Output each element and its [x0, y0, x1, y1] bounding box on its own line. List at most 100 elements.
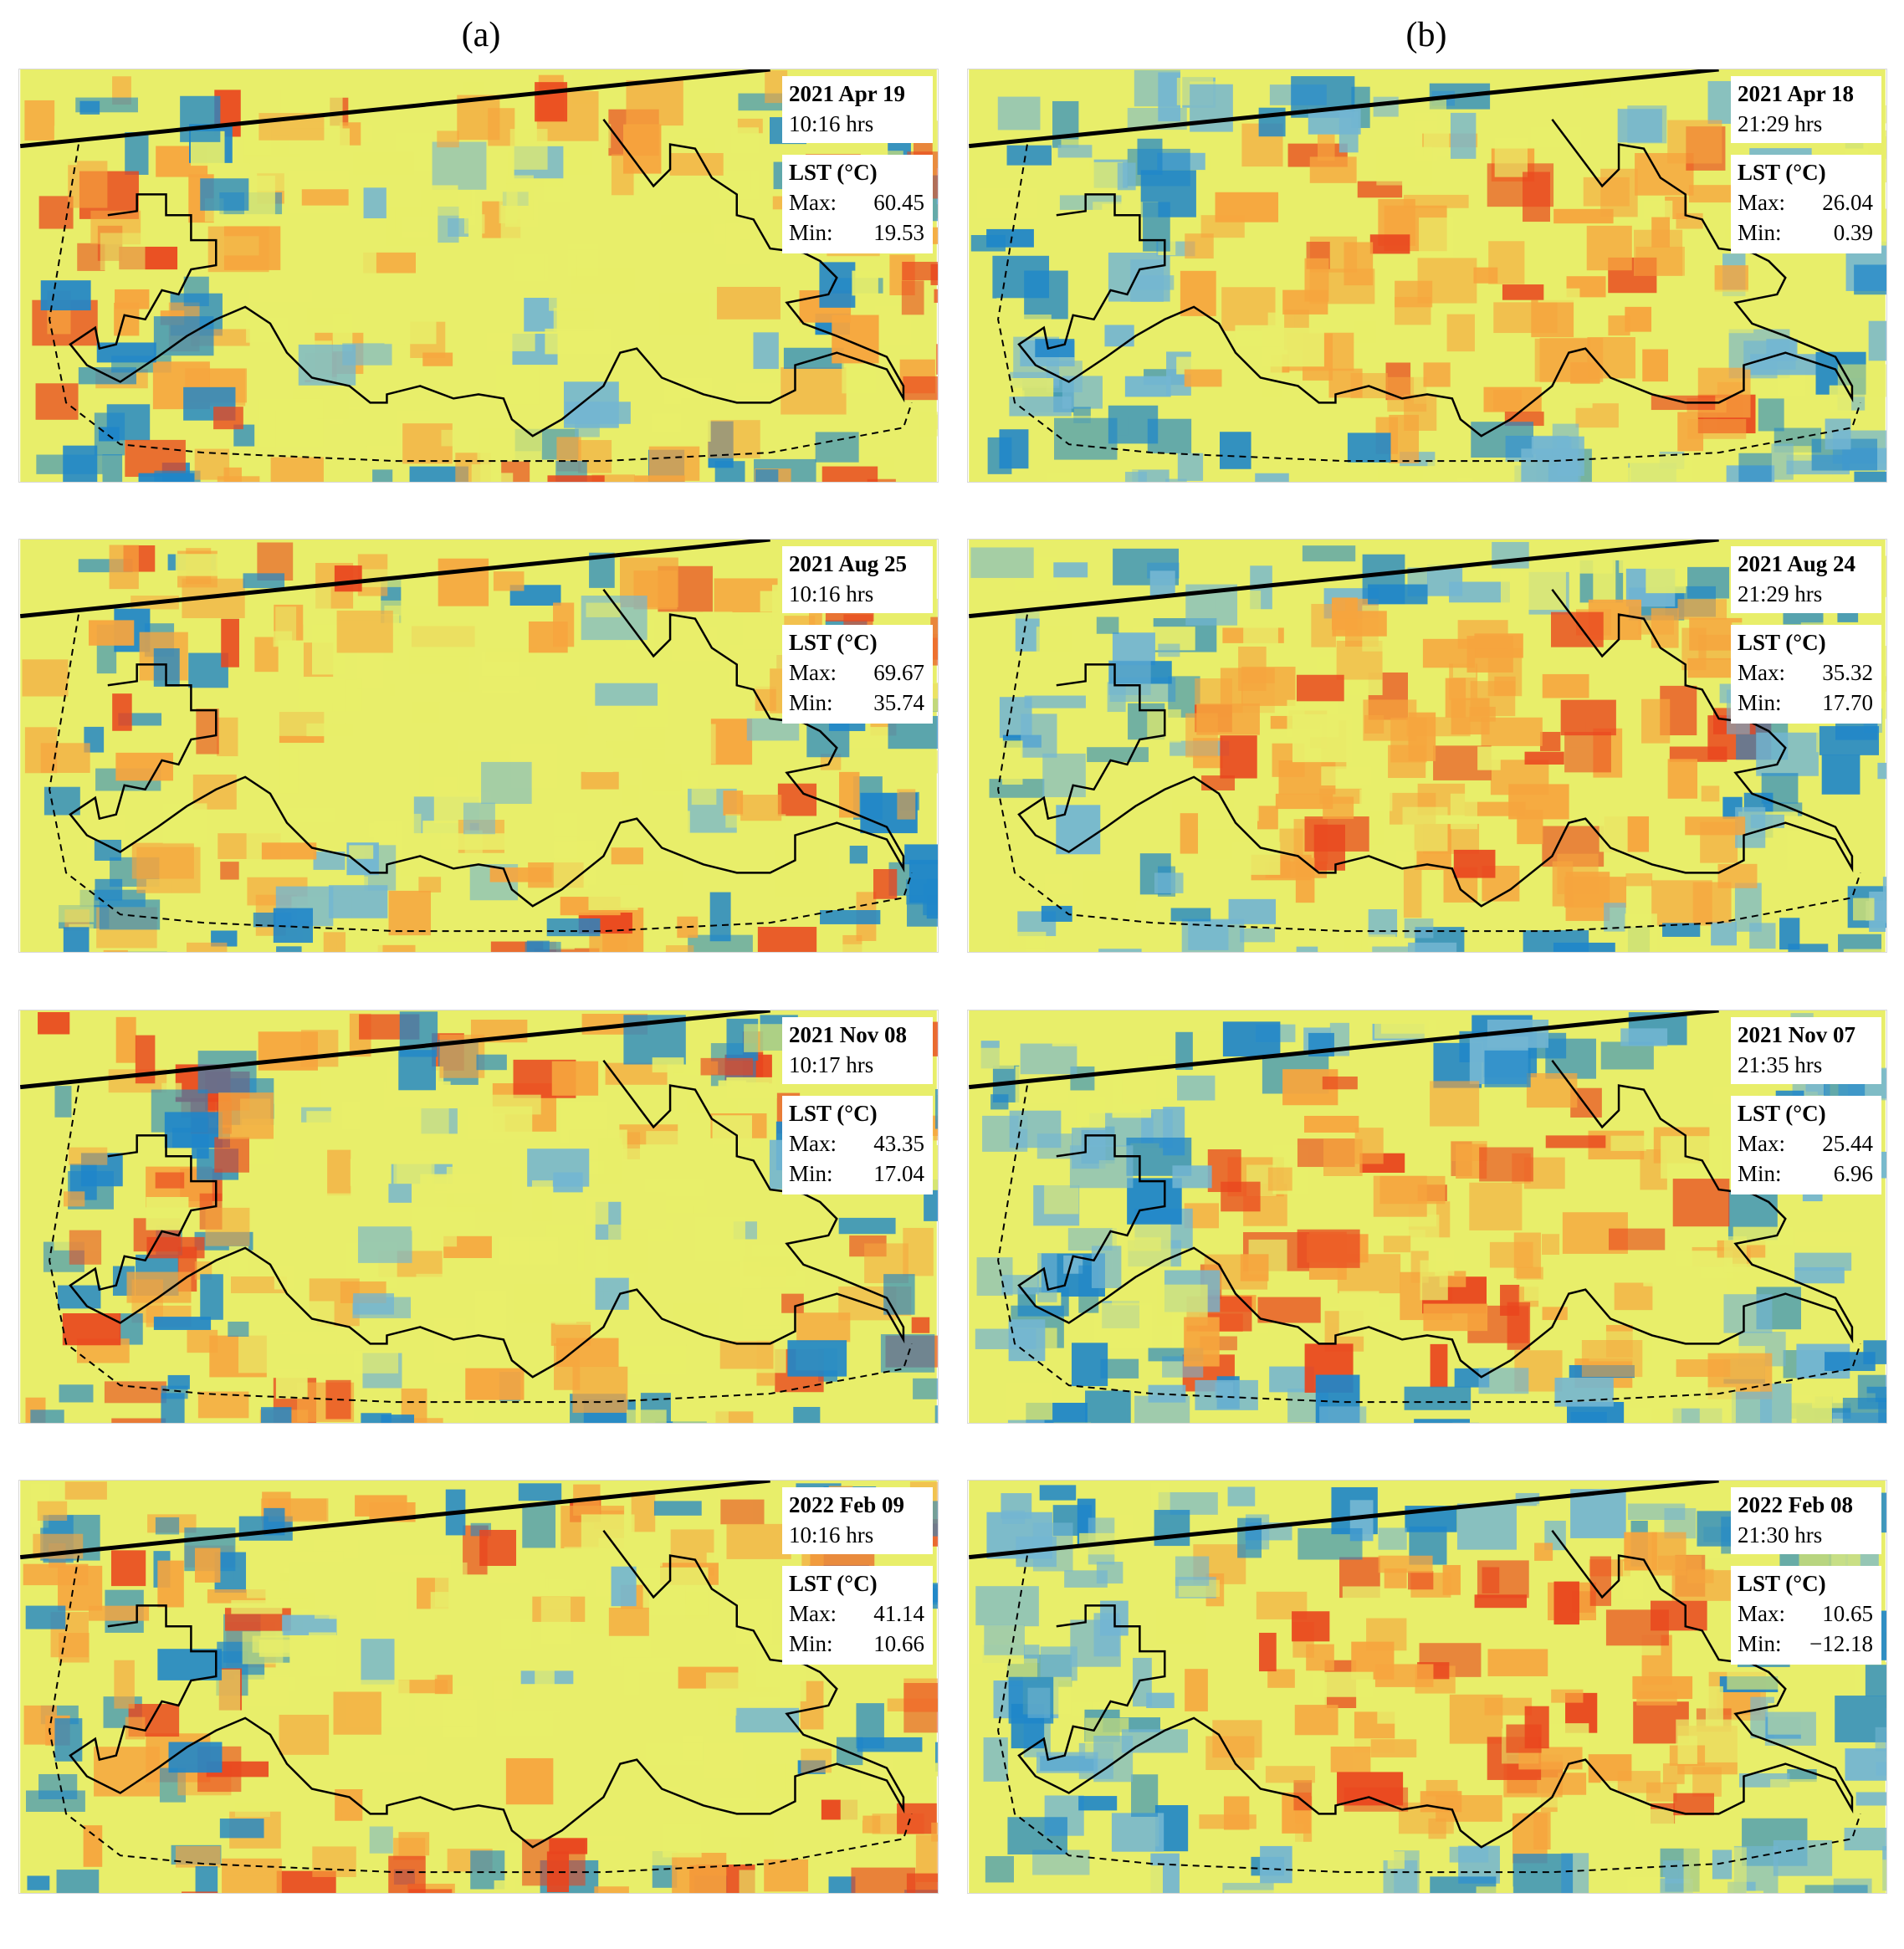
temperature-patch — [24, 100, 55, 141]
lst-min-value: −12.18 — [1809, 1631, 1873, 1656]
temperature-patch — [438, 558, 489, 606]
temperature-patch — [1507, 1302, 1531, 1350]
temperature-patch — [1627, 105, 1667, 144]
lst-stats-box: LST (°C) Max: 69.67 Min: 35.74 — [782, 625, 933, 724]
temperature-patch — [1388, 480, 1448, 482]
temperature-patch — [408, 262, 472, 295]
temperature-patch — [608, 1225, 648, 1274]
acquisition-date: 2021 Apr 19 — [789, 81, 906, 106]
temperature-patch — [716, 286, 781, 320]
temperature-patch — [1052, 1010, 1098, 1046]
temperature-patch — [168, 1742, 223, 1773]
temperature-patch — [598, 1537, 663, 1567]
temperature-patch — [1423, 362, 1451, 387]
temperature-patch — [1699, 1387, 1736, 1423]
temperature-patch — [703, 611, 733, 627]
temperature-patch — [399, 1011, 438, 1057]
temperature-patch — [1425, 96, 1447, 113]
temperature-patch — [663, 1824, 702, 1858]
diagonal-boundary-line — [968, 1010, 1719, 1090]
temperature-patch — [1024, 270, 1068, 320]
temperature-patch — [648, 446, 700, 481]
temperature-patch — [64, 1481, 107, 1500]
temperature-patch — [873, 869, 898, 899]
outer-dashed-boundary — [49, 1085, 913, 1404]
temperature-patch — [463, 802, 495, 835]
temperature-patch — [276, 946, 302, 952]
temperature-patch — [467, 1106, 533, 1140]
temperature-patch — [1512, 1854, 1574, 1893]
temperature-patch — [279, 1714, 330, 1755]
temperature-patch — [1464, 801, 1526, 816]
temperature-patch — [1534, 1542, 1553, 1561]
temperature-patch — [1865, 1665, 1886, 1696]
temperature-patch — [500, 1618, 532, 1650]
temperature-patch — [588, 884, 638, 911]
temperature-patch — [700, 1057, 753, 1076]
temperature-patch — [1714, 265, 1748, 292]
temperature-patch — [1128, 1237, 1161, 1251]
temperature-patch — [1137, 138, 1163, 175]
lst-max-label: Max: — [789, 190, 837, 215]
temperature-patch — [975, 1328, 1036, 1349]
temperature-patch — [718, 1697, 737, 1716]
temperature-patch — [135, 1035, 156, 1084]
temperature-patch — [54, 1086, 72, 1118]
temperature-patch — [1237, 1517, 1262, 1558]
temperature-patch — [1483, 386, 1542, 412]
temperature-patch — [1083, 870, 1137, 920]
temperature-patch — [114, 1660, 135, 1709]
lst-max-value: 25.44 — [1822, 1131, 1873, 1156]
temperature-patch — [1098, 949, 1142, 952]
temperature-patch — [1528, 1629, 1587, 1648]
temperature-patch — [260, 1407, 292, 1423]
temperature-patch — [341, 1102, 361, 1130]
temperature-patch — [303, 586, 331, 625]
temperature-patch — [431, 1230, 458, 1247]
temperature-patch — [1185, 1669, 1208, 1711]
temperature-patch — [713, 1144, 739, 1193]
temperature-patch — [1688, 185, 1742, 203]
outer-dashed-boundary — [49, 144, 913, 463]
temperature-patch — [1487, 1649, 1548, 1676]
temperature-patch — [1373, 96, 1399, 117]
temperature-patch — [1620, 1028, 1668, 1046]
temperature-patch — [112, 693, 132, 731]
temperature-patch — [1275, 793, 1333, 810]
temperature-patch — [1185, 233, 1214, 259]
temperature-patch — [1788, 944, 1829, 952]
temperature-patch — [1427, 459, 1457, 482]
temperature-patch — [22, 659, 69, 697]
acquisition-time: 21:30 hrs — [1738, 1522, 1823, 1547]
temperature-patch — [1240, 1254, 1269, 1281]
temperature-patch — [251, 371, 275, 389]
lst-max-value: 60.45 — [873, 190, 924, 215]
temperature-patch — [1743, 340, 1796, 370]
column-label-b: (b) — [1405, 16, 1447, 54]
temperature-patch — [1296, 946, 1318, 952]
temperature-patch — [1857, 1374, 1886, 1409]
temperature-patch — [167, 1374, 190, 1389]
temperature-patch — [368, 823, 397, 838]
lst-min-label: Min: — [1738, 220, 1782, 245]
temperature-patch — [1625, 873, 1653, 887]
temperature-patch — [388, 890, 432, 936]
temperature-patch — [1260, 1845, 1292, 1884]
temperature-patch — [1428, 1818, 1446, 1839]
temperature-patch — [1481, 717, 1543, 746]
temperature-patch — [930, 616, 938, 666]
temperature-patch — [591, 474, 635, 482]
temperature-patch — [1627, 1503, 1686, 1521]
temperature-patch — [1376, 146, 1433, 186]
temperature-patch — [1057, 145, 1093, 158]
temperature-patch — [361, 1639, 395, 1685]
temperature-patch — [1119, 1865, 1163, 1893]
temperature-patch — [1342, 1586, 1407, 1624]
lst-min-label: Min: — [1738, 1161, 1782, 1186]
temperature-patch — [162, 803, 207, 844]
temperature-patch — [1764, 1711, 1816, 1746]
temperature-patch — [252, 1635, 290, 1653]
temperature-patch — [1347, 432, 1391, 463]
lst-title: LST (°C) — [789, 630, 878, 655]
temperature-patch — [1586, 225, 1632, 271]
